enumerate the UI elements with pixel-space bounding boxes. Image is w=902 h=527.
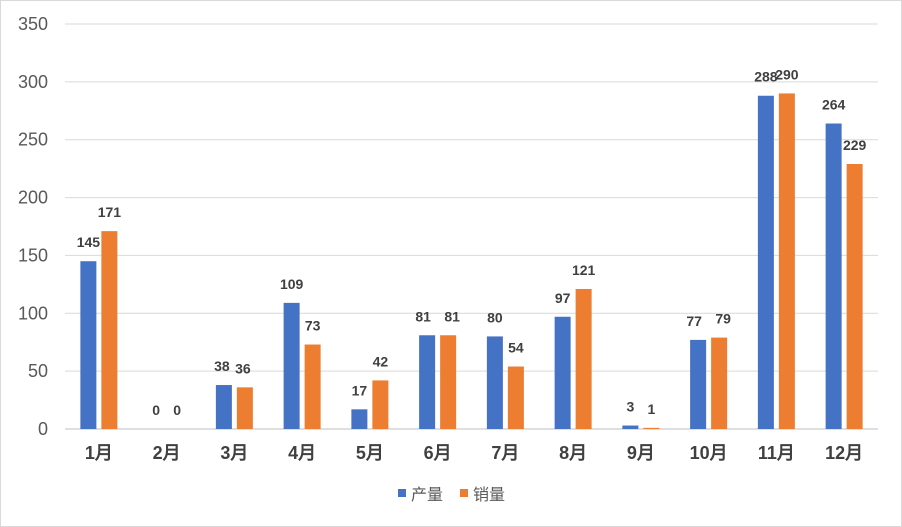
bar-sales [711, 337, 728, 429]
data-label: 77 [686, 313, 702, 329]
bar-sales [236, 387, 253, 429]
bars [80, 93, 863, 429]
gridlines [65, 23, 878, 430]
data-label: 3 [626, 399, 634, 415]
bar-sales [575, 288, 592, 429]
y-tick-label: 0 [38, 419, 48, 439]
data-label: 42 [373, 353, 389, 369]
data-label: 229 [843, 137, 867, 153]
legend-swatch [460, 489, 468, 497]
legend-label: 产量 [411, 486, 443, 504]
x-tick-label: 12月 [825, 443, 863, 463]
data-label: 81 [444, 308, 460, 324]
data-label: 97 [555, 290, 571, 306]
bar-production [486, 336, 503, 429]
bar-production [283, 302, 300, 429]
bar-production [622, 425, 639, 429]
data-label: 264 [822, 97, 846, 113]
y-tick-label: 200 [18, 188, 48, 208]
bar-sales [304, 344, 321, 429]
data-label: 36 [235, 360, 251, 376]
x-tick-label: 7月 [491, 443, 519, 463]
bar-production [419, 335, 436, 429]
x-tick-label: 5月 [356, 443, 384, 463]
bar-production [825, 123, 842, 429]
bar-sales [372, 380, 389, 429]
bar-sales [846, 164, 863, 429]
y-tick-label: 100 [18, 303, 48, 323]
x-tick-label: 4月 [288, 443, 316, 463]
bar-production [690, 339, 707, 429]
y-tick-label: 350 [18, 14, 48, 34]
data-label: 54 [508, 340, 524, 356]
y-axis-ticks: 0 50 100 150 200 250 300 350 [18, 14, 48, 439]
bar-sales [507, 366, 524, 429]
x-tick-label: 3月 [220, 443, 248, 463]
data-label: 81 [415, 308, 431, 324]
bar-production [80, 261, 97, 429]
data-label: 79 [715, 311, 731, 327]
data-label: 290 [775, 66, 799, 82]
bar-production [554, 316, 571, 429]
data-label: 80 [487, 309, 503, 325]
y-tick-label: 300 [18, 72, 48, 92]
legend: 产量 销量 [398, 486, 505, 504]
data-label: 1 [647, 401, 655, 417]
data-label: 38 [214, 358, 230, 374]
y-tick-label: 150 [18, 245, 48, 265]
data-label: 73 [305, 318, 321, 334]
data-label: 121 [572, 262, 596, 278]
bar-production [351, 409, 368, 429]
x-tick-label: 10月 [690, 443, 728, 463]
legend-swatch [398, 489, 406, 497]
data-label: 109 [280, 276, 304, 292]
y-tick-label: 50 [28, 361, 48, 381]
data-label: 171 [98, 204, 122, 220]
x-tick-label: 1月 [85, 443, 113, 463]
bar-sales [643, 427, 660, 429]
bar-sales [440, 335, 457, 429]
x-tick-label: 11月 [758, 443, 795, 463]
x-tick-label: 9月 [627, 443, 655, 463]
bar-production [757, 95, 774, 429]
data-label: 17 [352, 382, 368, 398]
data-label: 0 [173, 402, 181, 418]
x-axis-ticks: 1月 2月 3月 4月 5月 6月 7月 8月 9月 10月 11月 12月 [85, 443, 863, 463]
data-label: 288 [754, 69, 778, 85]
data-label: 0 [152, 402, 160, 418]
legend-label: 销量 [473, 486, 505, 504]
data-label: 145 [77, 234, 101, 250]
bar-sales [101, 231, 118, 429]
bar-production [215, 385, 232, 429]
bar-sales [778, 93, 795, 429]
x-tick-label: 2月 [153, 443, 181, 463]
y-tick-label: 250 [18, 130, 48, 150]
x-tick-label: 6月 [424, 443, 452, 463]
x-tick-label: 8月 [559, 443, 587, 463]
